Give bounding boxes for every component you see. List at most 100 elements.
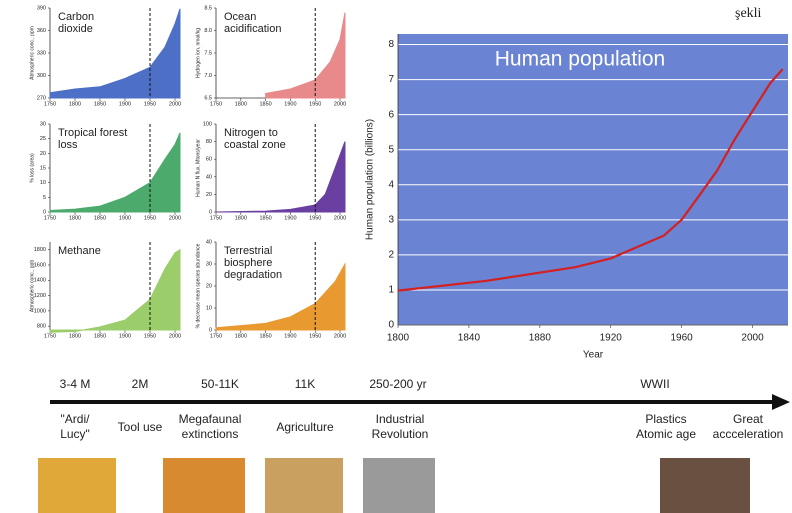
x-tick-label: 2000 [741, 333, 764, 344]
y-axis-label: Atmospheric conc., ppb [29, 260, 35, 312]
y-tick-label: 60 [206, 157, 212, 163]
area [215, 141, 346, 213]
y-tick-label: 8 [388, 39, 394, 50]
x-tick-label: 1850 [259, 215, 271, 221]
x-tick-label: 1950 [309, 333, 321, 339]
chart-title: biosphere [224, 257, 272, 269]
y-tick-label: 3 [388, 214, 394, 225]
chart-title: Methane [58, 245, 101, 257]
event-label: Tool use [118, 420, 163, 434]
x-tick-label: 1800 [235, 101, 247, 107]
x-tick-label: 1900 [119, 333, 131, 339]
period-label: 11K [295, 377, 315, 391]
y-tick-label: 1000 [34, 308, 46, 314]
y-axis-label: Hydrogen ion, nmol/kg [195, 28, 201, 78]
event-label: Industrial [376, 412, 425, 426]
chart-title: degradation [224, 269, 282, 281]
y-tick-label: 1 [388, 285, 394, 296]
x-tick-label: 1750 [210, 215, 222, 221]
x-tick-label: 1750 [210, 333, 222, 339]
area [49, 8, 181, 99]
y-tick-label: 6.5 [204, 95, 212, 101]
chart-title: Tropical forest [58, 127, 127, 139]
y-tick-label: 1400 [34, 278, 46, 284]
corner-text: şekli [735, 6, 762, 21]
y-tick-label: 0 [209, 327, 212, 333]
y-tick-label: 270 [37, 95, 46, 101]
y-tick-label: 7 [388, 74, 394, 85]
period-label: WWII [640, 377, 669, 391]
x-tick-label: 1960 [671, 333, 694, 344]
y-tick-label: 330 [37, 50, 46, 56]
area [49, 248, 181, 333]
x-tick-label: 1900 [284, 101, 296, 107]
x-tick-label: 1800 [235, 333, 247, 339]
y-tick-label: 80 [206, 139, 212, 145]
chart-title: Terrestrial [224, 245, 272, 257]
period-label: 3-4 M [60, 377, 91, 391]
x-axis-label: Year [583, 350, 604, 361]
x-tick-label: 1920 [600, 333, 623, 344]
x-tick-label: 1900 [284, 333, 296, 339]
y-tick-label: 30 [206, 261, 212, 267]
y-tick-label: 1600 [34, 262, 46, 268]
y-tick-label: 7.0 [204, 73, 212, 79]
x-tick-label: 2000 [334, 101, 346, 107]
event-label: "Ardi/ [61, 412, 91, 426]
y-tick-label: 30 [40, 121, 46, 127]
y-tick-label: 360 [37, 28, 46, 34]
x-tick-label: 1900 [119, 101, 131, 107]
x-tick-label: 1800 [69, 333, 81, 339]
x-tick-label: 2000 [169, 215, 181, 221]
y-tick-label: 2 [388, 250, 394, 261]
area [49, 132, 181, 213]
y-tick-label: 5 [43, 195, 46, 201]
x-tick-label: 1950 [309, 101, 321, 107]
x-tick-label: 1950 [309, 215, 321, 221]
y-tick-label: 100 [203, 121, 212, 127]
y-tick-label: 7.5 [204, 50, 212, 56]
y-tick-label: 1200 [34, 293, 46, 299]
event-label: Atomic age [636, 427, 696, 441]
y-axis-label: Atmospheric conc., ppm [29, 26, 35, 80]
x-tick-label: 1850 [259, 333, 271, 339]
period-label: 250-200 yr [369, 377, 426, 391]
x-tick-label: 1850 [94, 101, 106, 107]
area [265, 12, 346, 99]
y-tick-label: 10 [40, 180, 46, 186]
x-tick-label: 1900 [284, 215, 296, 221]
y-tick-label: 800 [37, 324, 46, 330]
event-label: Great [733, 412, 764, 426]
event-label: Plastics [645, 412, 686, 426]
y-tick-label: 0 [388, 320, 394, 331]
x-tick-label: 1950 [144, 215, 156, 221]
photo [265, 458, 343, 513]
y-tick-label: 0 [43, 209, 46, 215]
y-tick-label: 40 [206, 174, 212, 180]
x-tick-label: 1840 [458, 333, 481, 344]
x-tick-label: 1750 [44, 215, 56, 221]
chart-title: acidification [224, 23, 281, 35]
y-axis-label: Human N flux, Mtons/year [195, 139, 201, 197]
y-tick-label: 8.5 [204, 5, 212, 11]
y-tick-label: 10 [206, 305, 212, 311]
y-axis-label: % loss (area) [29, 153, 35, 183]
x-tick-label: 1800 [69, 215, 81, 221]
y-tick-label: 1800 [34, 247, 46, 253]
x-tick-label: 1900 [119, 215, 131, 221]
y-tick-label: 15 [40, 165, 46, 171]
y-axis-label: Human population (billions) [365, 119, 376, 240]
x-tick-label: 1950 [144, 333, 156, 339]
y-tick-label: 6 [388, 109, 394, 120]
x-tick-label: 2000 [169, 333, 181, 339]
x-tick-label: 1850 [94, 333, 106, 339]
chart-title: dioxide [58, 23, 93, 35]
chart-title: coastal zone [224, 139, 286, 151]
y-tick-label: 300 [37, 73, 46, 79]
x-tick-label: 1750 [210, 101, 222, 107]
photo [363, 458, 435, 513]
x-tick-label: 2000 [334, 333, 346, 339]
photo [163, 458, 245, 513]
y-tick-label: 20 [206, 283, 212, 289]
